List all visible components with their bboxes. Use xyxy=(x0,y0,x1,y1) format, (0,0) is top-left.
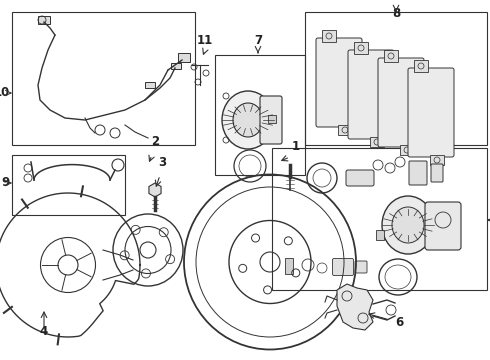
Bar xyxy=(12,12,195,145)
FancyBboxPatch shape xyxy=(355,261,367,273)
Ellipse shape xyxy=(392,207,424,243)
FancyBboxPatch shape xyxy=(409,161,427,185)
Bar xyxy=(272,148,487,290)
Text: 8: 8 xyxy=(392,7,400,20)
Bar xyxy=(145,82,155,88)
FancyBboxPatch shape xyxy=(346,170,374,186)
Text: 2: 2 xyxy=(151,135,159,148)
Text: 11: 11 xyxy=(197,34,213,47)
Bar xyxy=(376,230,384,240)
Bar xyxy=(215,55,305,175)
Bar xyxy=(354,42,368,54)
Bar xyxy=(178,53,190,62)
Bar xyxy=(322,30,336,42)
Bar xyxy=(305,12,487,145)
Bar xyxy=(414,60,428,72)
Text: 7: 7 xyxy=(254,34,262,47)
FancyBboxPatch shape xyxy=(333,258,353,275)
FancyBboxPatch shape xyxy=(348,50,394,139)
Bar xyxy=(285,258,293,274)
Text: 4: 4 xyxy=(40,325,48,338)
Bar xyxy=(12,155,125,215)
Text: 6: 6 xyxy=(395,316,403,329)
Bar xyxy=(384,50,398,62)
Text: 9: 9 xyxy=(2,176,10,189)
Text: 10: 10 xyxy=(0,86,10,99)
Polygon shape xyxy=(149,183,161,197)
FancyBboxPatch shape xyxy=(260,96,282,144)
FancyBboxPatch shape xyxy=(408,68,454,157)
Text: 1: 1 xyxy=(292,140,300,153)
FancyBboxPatch shape xyxy=(431,164,443,182)
Bar xyxy=(400,145,414,155)
Bar xyxy=(338,125,352,135)
FancyBboxPatch shape xyxy=(425,202,461,250)
Bar xyxy=(171,63,181,69)
Ellipse shape xyxy=(233,103,263,137)
Bar xyxy=(38,16,50,24)
FancyBboxPatch shape xyxy=(316,38,362,127)
Polygon shape xyxy=(337,284,373,330)
Ellipse shape xyxy=(222,91,274,149)
Bar xyxy=(268,115,276,123)
Ellipse shape xyxy=(382,196,434,254)
Bar xyxy=(370,137,384,147)
Text: 3: 3 xyxy=(158,157,166,170)
Bar xyxy=(430,155,444,165)
FancyBboxPatch shape xyxy=(378,58,424,147)
